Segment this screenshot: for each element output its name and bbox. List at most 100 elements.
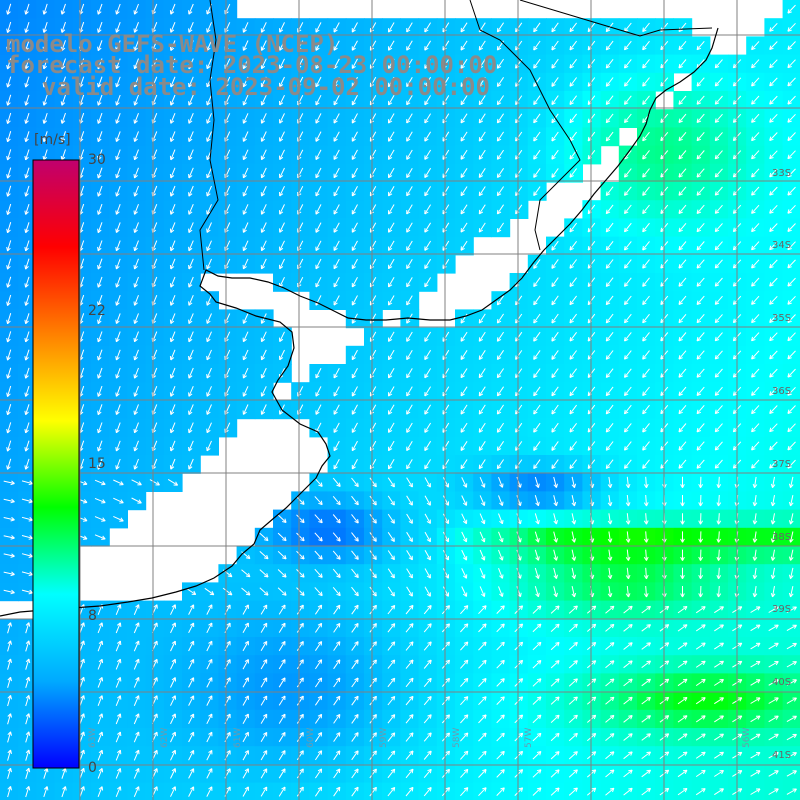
wind-arrow <box>61 767 67 779</box>
wind-arrow <box>6 94 12 106</box>
wind-arrow <box>25 767 31 779</box>
wind-arrow <box>7 731 12 743</box>
wind-arrow <box>79 786 85 798</box>
longitude-label: 57W <box>524 727 534 748</box>
wind-arrow <box>60 3 66 15</box>
colorbar-tick-label: 22 <box>88 303 106 319</box>
wind-arrow <box>24 112 30 124</box>
wind-arrow <box>24 349 30 361</box>
latitude-label: 37S <box>772 459 792 470</box>
wind-arrow <box>79 640 85 652</box>
wind-arrow <box>6 76 12 88</box>
wind-arrow <box>24 203 30 215</box>
wind-arrow <box>25 658 31 670</box>
latitude-label: 40S <box>772 677 792 688</box>
wind-arrow <box>6 3 12 15</box>
wind-arrow <box>43 786 49 798</box>
wind-arrow <box>42 94 48 106</box>
wind-arrow <box>60 149 66 161</box>
wind-arrow <box>6 276 12 288</box>
wind-arrow <box>3 535 15 540</box>
wind-arrow <box>6 185 12 197</box>
latitude-label: 33S <box>772 168 792 179</box>
wind-arrow <box>24 240 30 252</box>
wind-arrow <box>24 367 30 379</box>
wind-arrow <box>97 58 103 70</box>
wind-arrow <box>25 731 31 743</box>
colorbar-unit-label: [m/s] <box>34 132 71 148</box>
colorbar-tick-label: 0 <box>88 760 97 776</box>
latitude-label: 41S <box>772 750 792 761</box>
wind-arrow <box>60 94 66 106</box>
longitude-label: 56W <box>742 727 752 748</box>
wind-arrow <box>43 767 49 779</box>
wind-arrow <box>25 640 31 652</box>
colorbar-tick-label: 15 <box>88 456 106 472</box>
wind-arrow <box>79 695 85 707</box>
wind-arrow <box>6 203 12 215</box>
wind-arrow <box>24 313 30 325</box>
wind-arrow <box>7 713 12 725</box>
wind-arrow <box>6 112 12 124</box>
wind-arrow <box>97 21 103 33</box>
wind-arrow <box>60 131 66 143</box>
wind-arrow <box>24 3 30 15</box>
wind-arrow <box>25 622 31 634</box>
wind-arrow <box>97 94 103 106</box>
wind-arrow <box>60 58 66 70</box>
wind-arrow <box>7 622 12 634</box>
latitude-label: 38S <box>772 532 792 543</box>
wind-arrow <box>7 676 12 688</box>
wind-arrow <box>6 149 12 161</box>
wind-arrow <box>3 553 15 558</box>
wind-arrow <box>25 713 31 725</box>
wind-arrow <box>24 185 30 197</box>
wind-arrow <box>24 276 30 288</box>
wind-arrow <box>79 767 85 779</box>
wind-arrow <box>24 440 30 452</box>
wind-arrow <box>25 695 31 707</box>
wind-arrow <box>97 3 103 15</box>
wind-arrow <box>79 658 85 670</box>
wind-arrow <box>21 498 33 504</box>
wind-arrow <box>6 422 12 434</box>
wind-arrow <box>24 294 30 306</box>
wind-arrow <box>60 112 66 124</box>
wind-arrow <box>7 767 12 779</box>
wind-arrow <box>25 676 31 688</box>
wind-arrow <box>21 571 33 577</box>
wind-arrow <box>6 258 12 270</box>
wind-arrow <box>79 749 85 761</box>
wind-arrow <box>60 76 66 88</box>
wind-arrow <box>42 76 48 88</box>
wind-arrow <box>6 58 12 70</box>
wind-arrow <box>24 167 30 179</box>
wind-arrow <box>24 458 30 470</box>
wind-arrow <box>60 40 66 52</box>
wind-arrow <box>7 749 12 761</box>
wind-arrow <box>42 21 48 33</box>
wind-arrow <box>24 258 30 270</box>
wind-arrow <box>3 516 15 522</box>
wind-arrow <box>24 94 30 106</box>
wind-arrow <box>6 404 12 416</box>
wind-arrow <box>6 440 12 452</box>
wind-arrow <box>7 695 12 707</box>
latitude-label: 39S <box>772 604 792 615</box>
wind-arrow <box>79 713 85 725</box>
wind-arrow <box>25 749 31 761</box>
wind-arrow <box>79 731 85 743</box>
wind-arrow <box>97 40 103 52</box>
valid-date: valid date: 2023-09-02 00:00:00 <box>42 73 490 101</box>
wind-arrow <box>79 622 85 634</box>
wind-arrow <box>6 131 12 143</box>
colorbar-tick-label: 30 <box>88 152 106 168</box>
wind-arrow <box>21 480 33 486</box>
wind-arrow <box>6 40 12 52</box>
wind-arrow <box>42 58 48 70</box>
wind-arrow <box>24 404 30 416</box>
wind-arrow <box>6 331 12 343</box>
wind-arrow <box>42 149 48 161</box>
wind-arrow <box>24 422 30 434</box>
